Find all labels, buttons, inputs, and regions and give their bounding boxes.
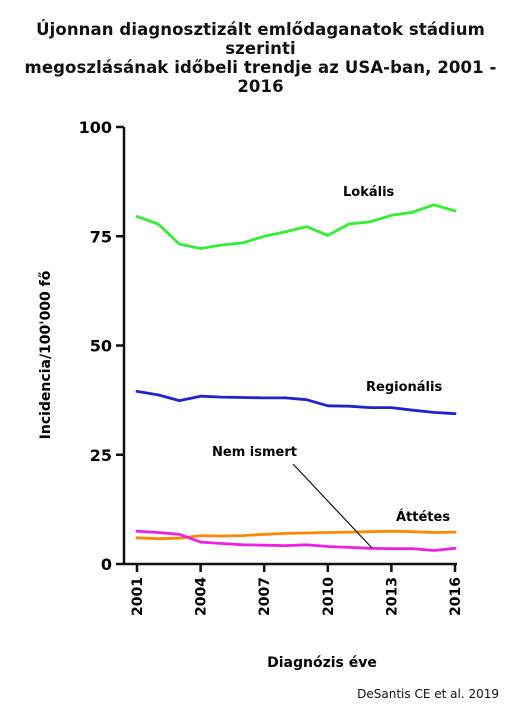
source-citation: DeSantis CE et al. 2019: [357, 687, 499, 701]
x-tick-label: 2010: [321, 577, 337, 616]
x-tick-label: 2016: [448, 577, 464, 616]
tick-labels: 0 25 50 75 100 2001 2004 2007 2010 2013 2016: [79, 118, 464, 616]
series-label-nem-ismert: Nem ismert: [212, 445, 297, 460]
series-line-regionalis: [135, 389, 457, 416]
leader-line-nem-ismert: [292, 463, 373, 549]
series-label-regionalis: Regionális: [366, 380, 442, 395]
chart-title-line-1: Újonnan diagnosztizált emlődaganatok stá…: [36, 20, 485, 58]
series-label-lokalis: Lokális: [343, 185, 395, 200]
x-tick-label: 2007: [257, 577, 273, 616]
x-tick-label: 2004: [194, 577, 210, 616]
series-label-attetes: Áttétes: [396, 509, 450, 525]
series-line-lokalis: [135, 203, 457, 250]
y-tick-label: 50: [90, 337, 112, 356]
y-tick-label: 100: [79, 118, 112, 137]
y-tick-label: 75: [90, 227, 112, 246]
series-labels: Lokális Regionális Áttétes Nem ismert: [212, 185, 450, 549]
x-axis-label: Diagnózis éve: [267, 655, 377, 671]
axes: [116, 125, 457, 572]
series-line-nem-ismert: [135, 529, 457, 552]
x-tick-label: 2001: [130, 577, 146, 616]
chart-title-line-2: megoszlásának időbeli trendje az USA-ban…: [24, 58, 497, 96]
y-tick-label: 0: [101, 555, 112, 574]
y-tick-label: 25: [90, 446, 112, 465]
x-tick-label: 2013: [384, 577, 400, 616]
y-axis-label: Incidencia/100'000 fő: [38, 270, 54, 439]
series-lines: [135, 203, 457, 552]
